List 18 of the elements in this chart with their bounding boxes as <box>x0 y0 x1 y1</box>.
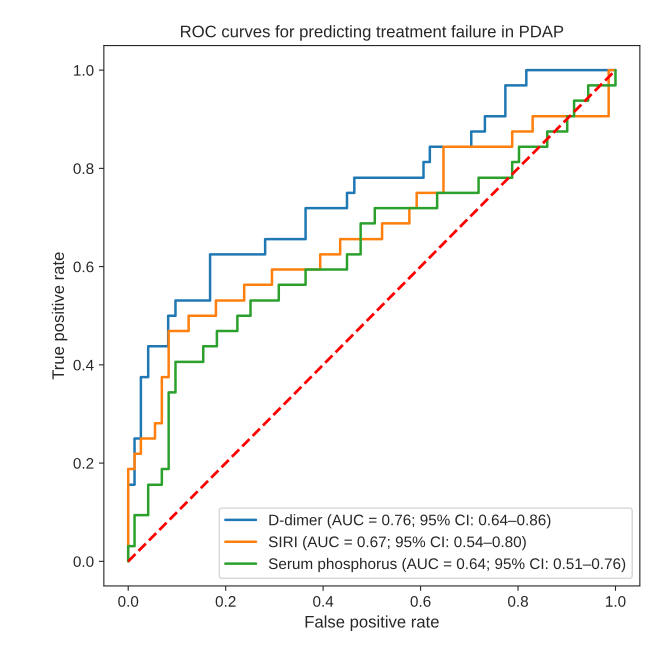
y-axis-title: True positive rate <box>52 252 68 380</box>
y-tick-label: 1.0 <box>74 65 94 76</box>
y-tick-label: 0.8 <box>73 163 94 174</box>
y-tick-label: 0.0 <box>73 556 94 568</box>
y-tick-label: 0.6 <box>73 261 94 272</box>
x-tick-label: 0.8 <box>508 596 528 607</box>
x-tick-label: 0.0 <box>118 596 138 607</box>
x-axis-title: False positive rate <box>306 615 439 631</box>
legend-label: D-dimer (AUC = 0.76; 95% CI: 0.64–0.86) <box>269 514 550 528</box>
x-tick-label: 0.6 <box>410 596 431 607</box>
x-tick-label: 1.0 <box>606 596 626 607</box>
chart-title: ROC curves for predicting treatment failure in PDAP <box>181 25 564 41</box>
x-tick-label: 0.2 <box>216 596 236 607</box>
legend-label: SIRI (AUC = 0.67; 95% CI: 0.54–0.80) <box>268 536 526 550</box>
y-tick-label: 0.2 <box>73 458 94 469</box>
y-tick-label: 0.4 <box>73 360 94 371</box>
legend-label: Serum phosphorus (AUC = 0.64; 95% CI: 0.51–0.76) <box>268 558 626 572</box>
x-tick-label: 0.4 <box>313 596 334 607</box>
